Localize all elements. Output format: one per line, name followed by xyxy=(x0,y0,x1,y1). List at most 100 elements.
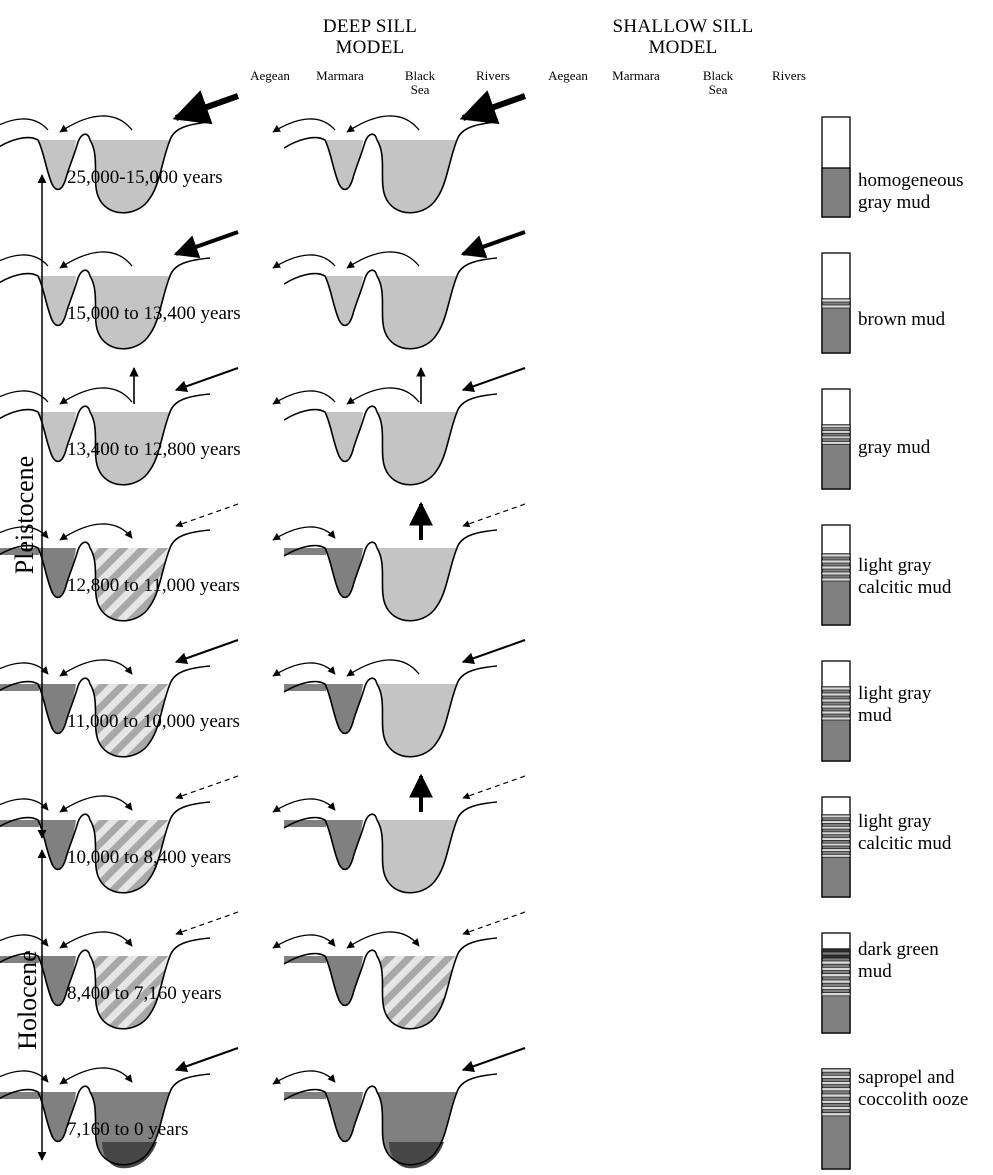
river-arrow xyxy=(462,503,526,528)
basin-shallow xyxy=(272,1047,526,1169)
deep-sill-header: DEEP SILL MODEL xyxy=(300,16,440,58)
basin-deep xyxy=(0,775,239,894)
aegean-marmara-arrow xyxy=(0,662,49,677)
column-band xyxy=(821,424,851,429)
column-band xyxy=(821,559,851,564)
column-band xyxy=(821,686,851,691)
black-sea-water xyxy=(377,548,457,621)
aegean-shelf-water xyxy=(0,684,39,691)
aegean-shelf-water xyxy=(284,548,326,555)
aegean-marmara-arrow xyxy=(272,526,336,541)
basin-shallow xyxy=(272,911,526,1030)
column-band xyxy=(821,979,851,984)
basin-outline xyxy=(283,257,498,350)
column-band xyxy=(821,814,851,819)
basin-outline xyxy=(283,937,498,1030)
sediment-label: brown mud xyxy=(858,309,945,331)
marmara-water xyxy=(38,548,76,598)
sediment-column xyxy=(821,388,851,490)
basin-outline xyxy=(283,393,498,486)
basin-shallow xyxy=(272,230,526,350)
column-band xyxy=(821,441,851,445)
river-arrow xyxy=(175,775,239,800)
column-band xyxy=(821,854,851,858)
column-band xyxy=(821,842,851,847)
column-band xyxy=(821,1093,851,1098)
black-sea-water xyxy=(90,276,170,349)
marmara-black-arrow xyxy=(59,387,133,405)
marmara-water xyxy=(325,412,363,462)
label-rivers-shallow: Rivers xyxy=(772,68,806,83)
aegean-shelf-water xyxy=(284,956,326,963)
sediment-line: dark green xyxy=(858,939,939,960)
marmara-water xyxy=(38,412,76,462)
age-label: 25,000-15,000 years xyxy=(67,167,223,188)
column-band xyxy=(821,820,851,824)
marmara-black-arrow xyxy=(59,659,133,677)
marmara-black-arrow xyxy=(346,251,420,269)
label-rivers-deep: Rivers xyxy=(476,68,510,83)
column-fill xyxy=(821,167,851,218)
sediment-line: gray mud xyxy=(858,437,931,458)
sediment-line: light gray xyxy=(858,811,932,832)
marmara-black-arrow xyxy=(59,1067,133,1085)
aegean-marmara-arrow xyxy=(272,1070,336,1085)
aegean-shelf-water xyxy=(0,548,39,555)
black-sea-water xyxy=(377,820,457,893)
column-band xyxy=(821,1068,851,1073)
aegean-shelf-water xyxy=(0,1092,39,1099)
river-arrow xyxy=(174,1047,239,1073)
basin-deep xyxy=(0,230,239,350)
shallow-header-line2: MODEL xyxy=(648,37,718,58)
black-sea-water xyxy=(90,956,170,1029)
aegean-marmara-arrow xyxy=(0,1070,49,1085)
column-band xyxy=(821,692,851,697)
shallow-header-line1: SHALLOW SILL xyxy=(612,16,754,37)
column-band xyxy=(821,704,851,709)
column-band xyxy=(821,1074,851,1079)
sediment-label: homogeneous gray mud xyxy=(858,170,964,214)
black-sea-water xyxy=(90,684,170,757)
river-arrow xyxy=(174,367,239,393)
river-arrow xyxy=(175,911,239,936)
black-sea-water xyxy=(377,276,457,349)
river-arrow xyxy=(461,1047,526,1073)
column-band xyxy=(821,577,851,582)
shallow-sill-header: SHALLOW SILL MODEL xyxy=(588,16,778,58)
age-label: 13,400 to 12,800 years xyxy=(67,439,241,460)
river-arrow xyxy=(174,639,239,665)
label-black-deep: Black xyxy=(404,68,436,83)
marmara-water xyxy=(38,684,76,734)
age-label: 11,000 to 10,000 years xyxy=(67,711,240,732)
column-band xyxy=(821,825,851,830)
marmara-black-arrow xyxy=(59,795,133,813)
sediment-column xyxy=(821,116,851,218)
river-arrow xyxy=(462,775,526,800)
marmara-black-arrow xyxy=(346,115,420,133)
column-band xyxy=(821,565,851,570)
column-band xyxy=(821,1081,851,1085)
aegean-marmara-arrow xyxy=(272,798,336,813)
aegean-marmara-arrow xyxy=(272,390,336,405)
river-arrow xyxy=(459,90,527,125)
aegean-marmara-arrow xyxy=(0,798,49,813)
basin-shallow xyxy=(272,367,526,486)
column-band xyxy=(821,831,851,835)
label-marmara-shallow: Marmara xyxy=(612,68,660,83)
column-band xyxy=(821,304,851,309)
basin-shallow xyxy=(272,501,526,622)
label-sea-deep: Sea xyxy=(410,82,430,97)
column-band xyxy=(821,698,851,703)
column-band xyxy=(821,848,851,852)
aegean-marmara-arrow xyxy=(272,254,336,269)
marmara-black-arrow xyxy=(59,115,133,133)
aegean-marmara-arrow xyxy=(0,390,49,403)
column-band xyxy=(821,430,851,434)
aegean-shelf-water xyxy=(284,1092,326,1099)
marmara-water xyxy=(325,956,363,1006)
sediment-line: light gray xyxy=(858,555,932,576)
sediment-line: mud xyxy=(858,961,892,982)
river-arrow xyxy=(461,639,526,665)
column-band xyxy=(821,1106,851,1110)
